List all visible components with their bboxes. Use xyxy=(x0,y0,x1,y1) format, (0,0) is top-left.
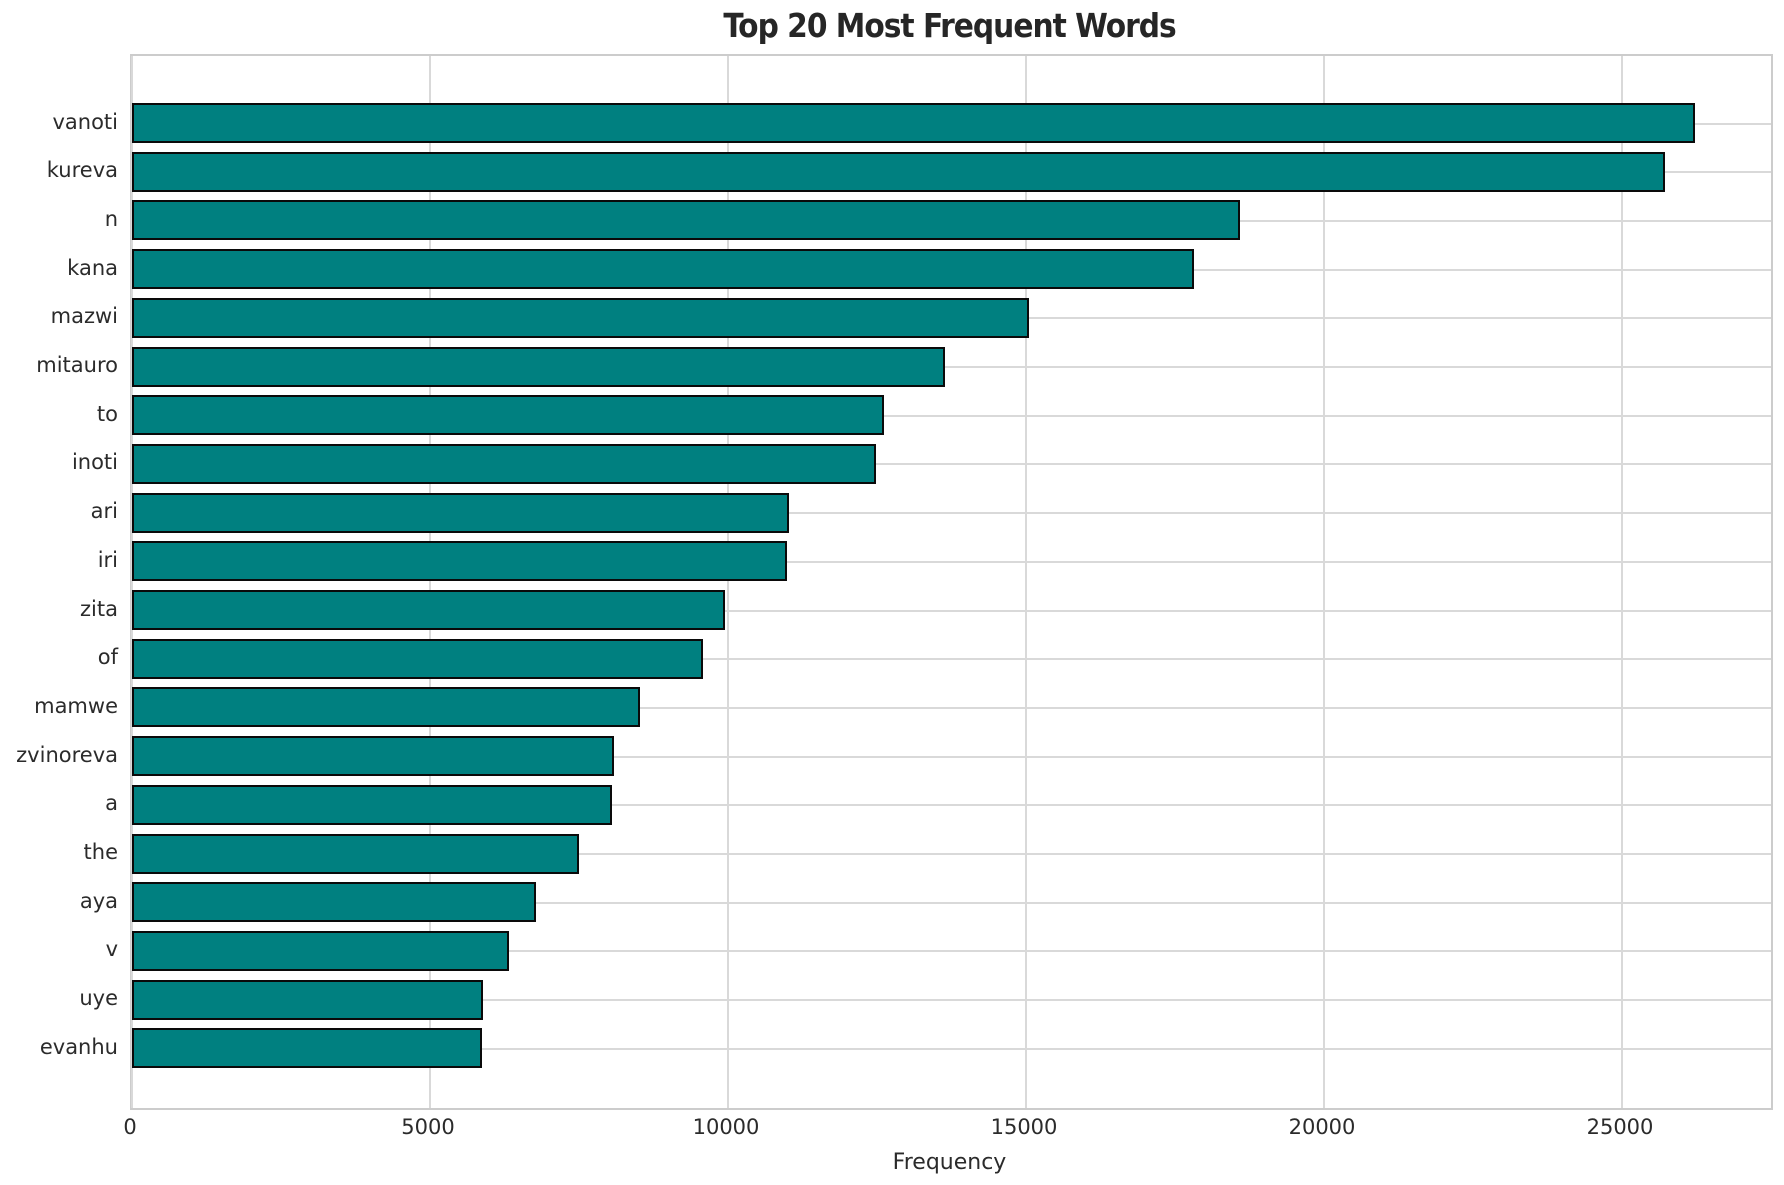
xtick-label-25000: 25000 xyxy=(1586,1115,1654,1139)
xtick-label-10000: 10000 xyxy=(692,1115,760,1139)
bar-zvinoreva xyxy=(132,736,615,777)
bar-inoti xyxy=(132,443,876,484)
bar-kana xyxy=(132,249,1195,290)
ytick-label-mitauro: mitauro xyxy=(36,353,118,377)
gridline-y-v xyxy=(132,950,1771,953)
gridline-x-5000 xyxy=(429,56,431,1108)
gridline-y-evanhu xyxy=(132,1047,1771,1050)
bar-evanhu xyxy=(132,1028,482,1069)
gridline-x-15000 xyxy=(1025,56,1027,1108)
ytick-label-of: of xyxy=(97,645,118,670)
bar-n xyxy=(132,200,1241,241)
xtick-label-0: 0 xyxy=(123,1115,137,1139)
bar-v xyxy=(132,930,509,971)
gridline-y-inoti xyxy=(132,463,1771,466)
ytick-label-mazwi: mazwi xyxy=(50,304,118,329)
bar-vanoti xyxy=(132,103,1696,143)
bar-mazwi xyxy=(132,297,1030,338)
bar-kureva xyxy=(132,151,1666,192)
bar-mamwe xyxy=(132,687,640,728)
bar-mitauro xyxy=(132,346,946,387)
ytick-label-kureva: kureva xyxy=(46,158,118,183)
bar-aya xyxy=(132,882,536,923)
bar-ari xyxy=(132,492,790,533)
xtick-label-20000: 20000 xyxy=(1288,1115,1356,1139)
x-axis-label: Frequency xyxy=(892,1150,1007,1175)
bar-of xyxy=(132,638,704,679)
gridline-y-mitauro xyxy=(132,366,1771,368)
gridline-y-iri xyxy=(132,560,1771,563)
xtick-label-5000: 5000 xyxy=(401,1115,455,1139)
bar-uye xyxy=(132,979,483,1020)
gridline-y-zvinoreva xyxy=(132,755,1771,758)
gridline-y-aya xyxy=(132,901,1771,904)
chart-title: Top 20 Most Frequent Words xyxy=(723,6,1176,45)
bar-iri xyxy=(132,541,787,582)
gridline-x-10000 xyxy=(727,56,729,1108)
ytick-label-inoti: inoti xyxy=(71,450,118,475)
ytick-label-evanhu: evanhu xyxy=(39,1034,118,1059)
gridline-x-20000 xyxy=(1323,56,1325,1108)
bar-zita xyxy=(132,590,726,630)
ytick-label-kana: kana xyxy=(67,255,118,280)
ytick-label-mamwe: mamwe xyxy=(34,693,118,718)
gridline-x-25000 xyxy=(1621,56,1623,1108)
gridline-y-ari xyxy=(132,512,1771,515)
gridline-y-the xyxy=(132,853,1771,855)
gridline-y-zita xyxy=(132,609,1771,612)
gridline-y-to xyxy=(132,414,1771,417)
ytick-label-a: a xyxy=(105,791,118,816)
bar-to xyxy=(132,395,885,436)
gridline-y-uye xyxy=(132,999,1771,1002)
gridline-y-of xyxy=(132,658,1771,661)
ytick-label-ari: ari xyxy=(90,499,118,524)
gridline-y-mamwe xyxy=(132,706,1771,709)
xtick-label-15000: 15000 xyxy=(990,1115,1058,1139)
ytick-label-uye: uye xyxy=(79,986,118,1011)
ytick-label-iri: iri xyxy=(97,547,118,572)
ytick-label-the: the xyxy=(83,840,118,864)
gridline-y-a xyxy=(132,804,1771,807)
gridline-x-0 xyxy=(131,56,133,1108)
bar-a xyxy=(132,784,613,825)
ytick-label-zita: zita xyxy=(80,596,118,621)
ytick-label-aya: aya xyxy=(79,888,118,913)
ytick-label-n: n xyxy=(104,206,118,231)
ytick-label-to: to xyxy=(96,401,118,426)
ytick-label-v: v xyxy=(105,937,118,962)
ytick-label-vanoti: vanoti xyxy=(52,109,118,134)
bar-the xyxy=(132,833,579,874)
plot-area xyxy=(130,54,1773,1110)
ytick-label-zvinoreva: zvinoreva xyxy=(16,742,118,767)
